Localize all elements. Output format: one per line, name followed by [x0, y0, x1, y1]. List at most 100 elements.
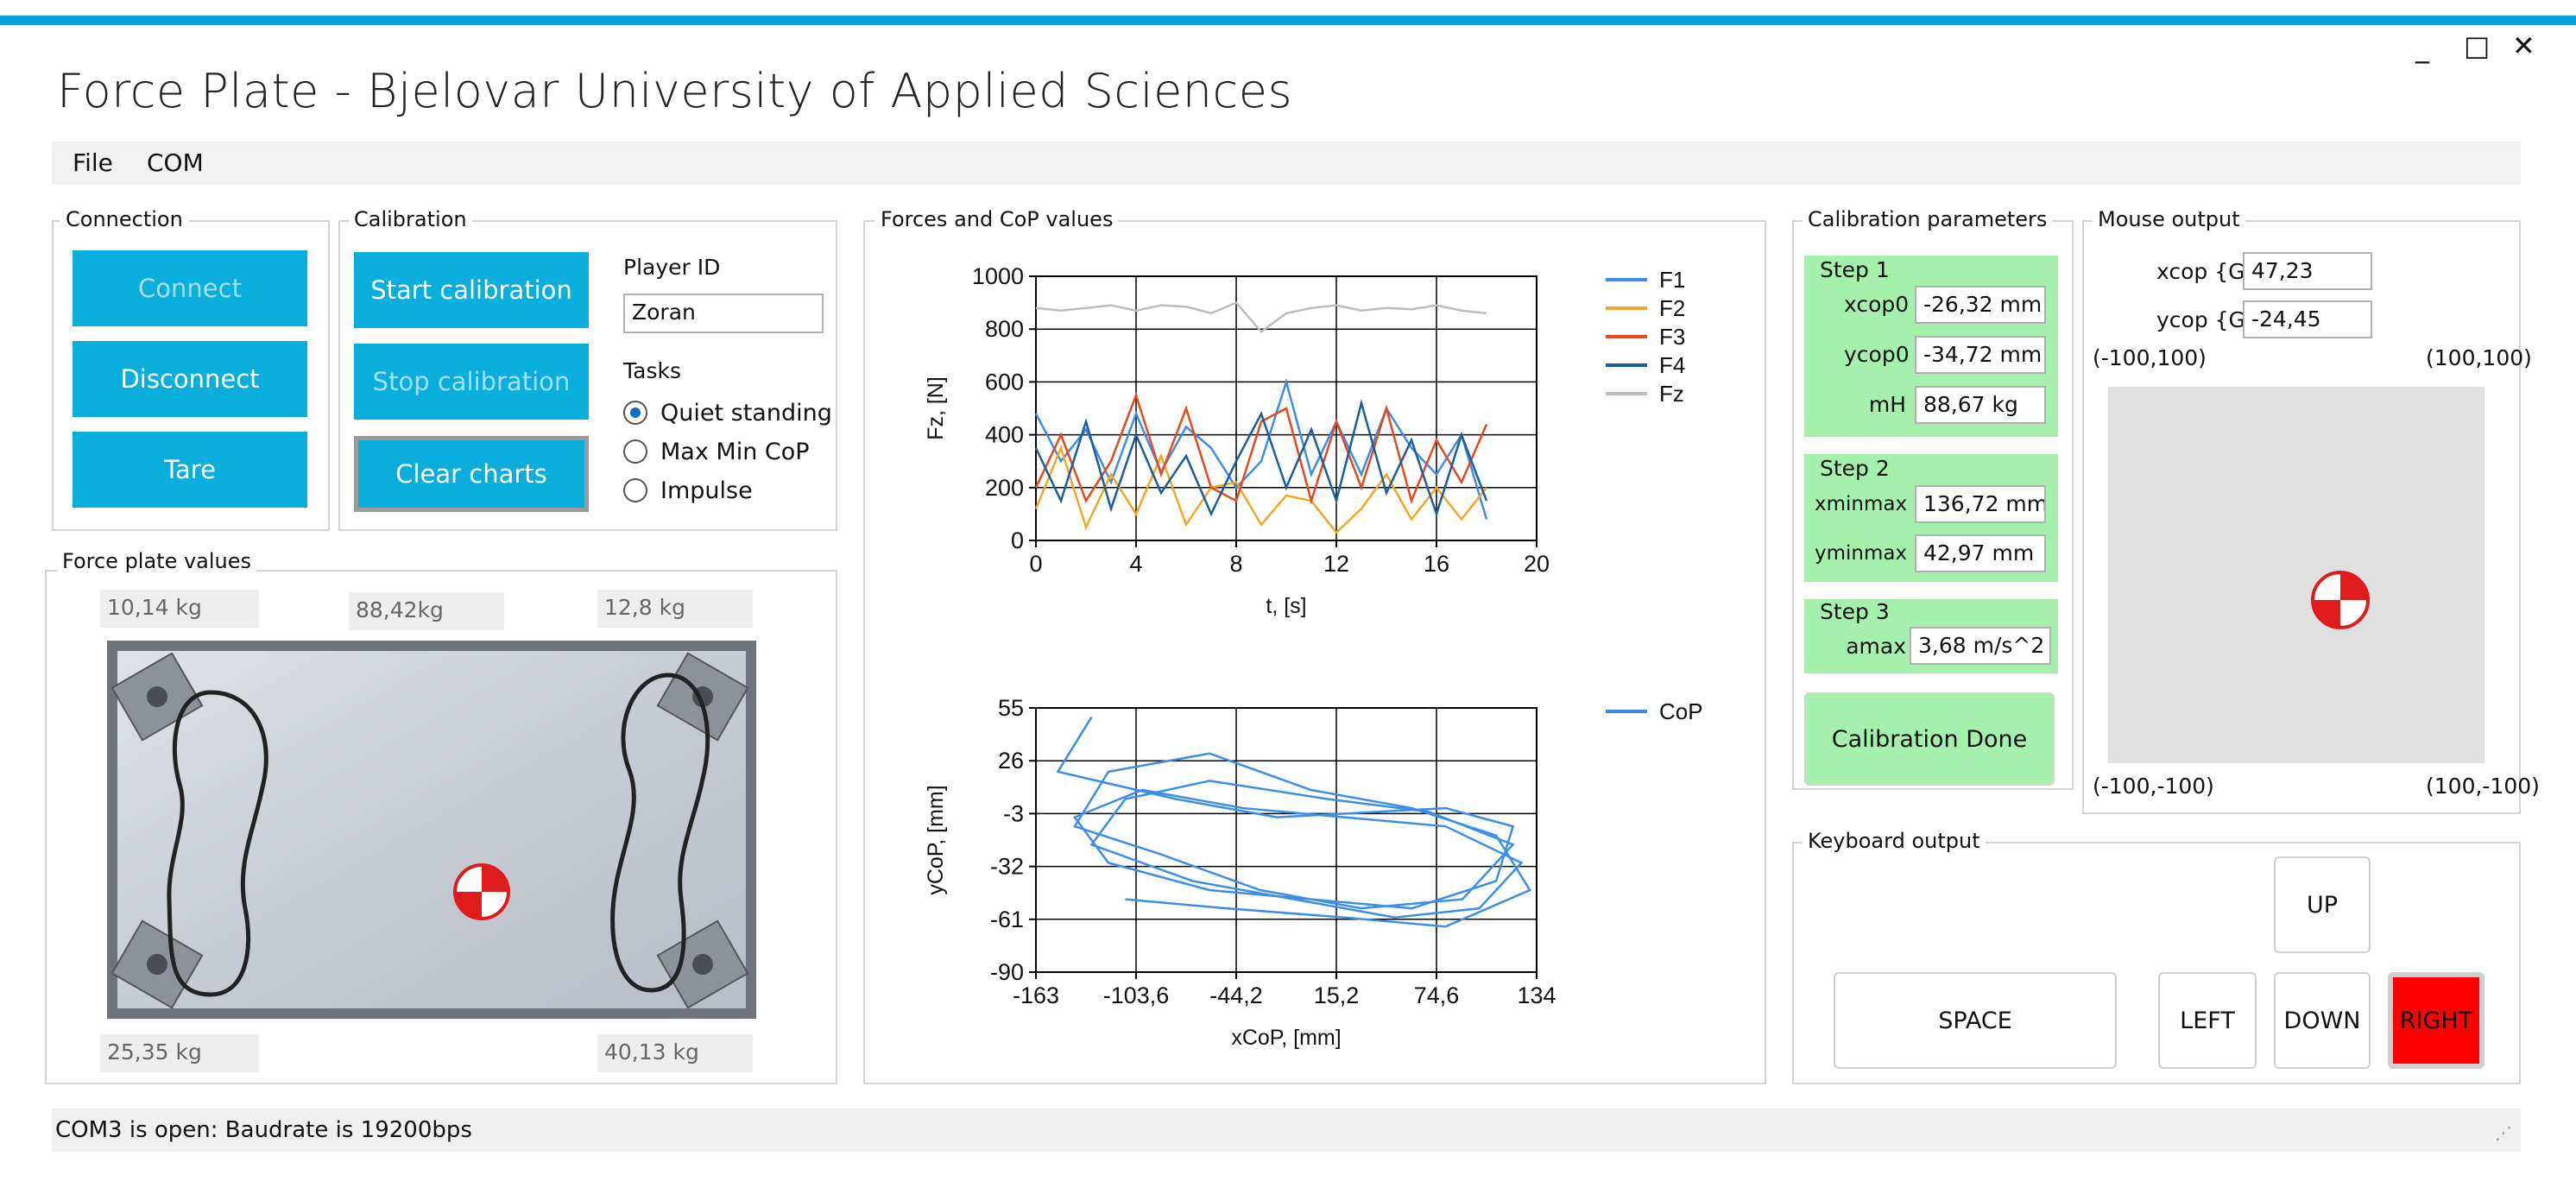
- calibration-label: Calibration: [349, 207, 472, 231]
- calibration-done-button[interactable]: Calibration Done: [1804, 692, 2055, 786]
- c1-ytick-label: 0: [1011, 528, 1024, 553]
- plate-value-top-center: 88,42kg: [349, 592, 504, 630]
- c1-legend-label-fz: Fz: [1659, 381, 1684, 407]
- radio-max-min-cop[interactable]: [623, 439, 647, 464]
- forces-cop-label: Forces and CoP values: [875, 207, 1119, 231]
- calibration-parameters-label: Calibration parameters: [1803, 207, 2053, 231]
- disconnect-button[interactable]: Disconnect: [73, 341, 307, 417]
- calibration-group: [338, 220, 837, 531]
- xminmax-field[interactable]: 136,72 mm: [1915, 485, 2046, 523]
- c2-xtick-label: -163: [1013, 982, 1059, 1008]
- force-plate-label: Force plate values: [57, 549, 257, 573]
- c1-series-f1: [1034, 377, 1488, 520]
- cop-chart-ylabel: yCoP, [mm]: [924, 785, 948, 894]
- xcop-g-label: xcop {G}: [2156, 259, 2259, 284]
- xcop0-field[interactable]: -26,32 mm: [1915, 286, 2046, 324]
- c1-ytick-label: 200: [985, 475, 1024, 501]
- tasks-label: Tasks: [623, 358, 681, 383]
- step2-label: Step 2: [1820, 456, 1890, 481]
- c1-ytick-label: 600: [985, 369, 1024, 395]
- c1-series-f3: [1034, 391, 1488, 505]
- plate-value-bottom-right: 40,13 kg: [597, 1034, 753, 1072]
- forces-cop-group: [863, 220, 1766, 1084]
- radio-impulse[interactable]: [623, 478, 647, 502]
- radio-max-min-cop-label[interactable]: Max Min CoP: [660, 439, 810, 465]
- resize-grip-icon[interactable]: ⋰: [2495, 1124, 2512, 1143]
- c2-xtick-label: -44,2: [1209, 982, 1263, 1008]
- maximize-button[interactable]: □: [2464, 29, 2491, 62]
- amax-label: amax: [1846, 634, 1906, 659]
- cop-chart-xlabel: xCoP, [mm]: [1231, 1026, 1341, 1050]
- status-text: COM3 is open: Baudrate is 19200bps: [55, 1117, 472, 1143]
- mh-field[interactable]: 88,67 kg: [1915, 386, 2046, 424]
- plate-cop-marker: [453, 863, 510, 920]
- corner-bottom-right: (100,-100): [2426, 774, 2540, 799]
- c2-ytick-label: 55: [998, 695, 1024, 721]
- radio-quiet-standing[interactable]: [623, 401, 647, 425]
- start-calibration-button[interactable]: Start calibration: [354, 252, 589, 328]
- plate-value-bottom-left: 25,35 kg: [100, 1034, 259, 1072]
- mouse-cop-marker: [2311, 571, 2370, 629]
- window-title: Force Plate - Bjelovar University of App…: [57, 64, 1293, 118]
- up-key-button[interactable]: UP: [2274, 856, 2371, 953]
- c1-xtick-label: 0: [1029, 551, 1042, 577]
- stop-calibration-button[interactable]: Stop calibration: [354, 344, 589, 420]
- step3-label: Step 3: [1820, 599, 1890, 624]
- c1-ytick-label: 400: [985, 422, 1024, 448]
- left-key-button[interactable]: LEFT: [2158, 972, 2257, 1069]
- menu-file[interactable]: File: [73, 148, 113, 177]
- step1-label: Step 1: [1820, 257, 1890, 282]
- c2-xtick-label: 134: [1517, 982, 1556, 1008]
- force-plate-group: [45, 570, 837, 1084]
- clear-charts-button[interactable]: Clear charts: [354, 436, 589, 512]
- c2-ytick-label: -90: [990, 959, 1024, 985]
- space-key-button[interactable]: SPACE: [1834, 972, 2117, 1069]
- c1-legend-label-f1: F1: [1659, 267, 1685, 293]
- ycop0-field[interactable]: -34,72 mm: [1915, 336, 2046, 374]
- xcop-g-field[interactable]: 47,23: [2243, 252, 2372, 290]
- c1-xtick-label: 8: [1229, 551, 1242, 577]
- xcop0-label: xcop0: [1844, 292, 1910, 317]
- c2-xtick-label: -103,6: [1103, 982, 1170, 1008]
- mh-label: mH: [1868, 392, 1906, 417]
- radio-impulse-label[interactable]: Impulse: [660, 477, 753, 504]
- down-key-button[interactable]: DOWN: [2274, 972, 2371, 1069]
- minimize-button[interactable]: _: [2415, 31, 2429, 64]
- keyboard-output-group: [1792, 842, 2521, 1084]
- status-bar: [52, 1109, 2521, 1152]
- c1-ytick-label: 1000: [972, 263, 1024, 289]
- mouse-output-area[interactable]: [2108, 387, 2484, 763]
- ycop-g-label: ycop {G}: [2156, 307, 2259, 332]
- menu-bar: [52, 142, 2521, 185]
- amax-field[interactable]: 3,68 m/s^2: [1910, 627, 2051, 665]
- c1-legend-label-f4: F4: [1659, 352, 1685, 378]
- connection-label: Connection: [60, 207, 188, 231]
- c2-xtick-label: 15,2: [1314, 982, 1360, 1008]
- connect-button[interactable]: Connect: [73, 250, 307, 326]
- c2-plot-area: [1035, 707, 1537, 973]
- force-chart-xlabel: t, [s]: [1266, 594, 1306, 618]
- c1-series-fz: [1035, 301, 1487, 333]
- player-id-label: Player ID: [623, 255, 721, 280]
- plate-value-top-right: 12,8 kg: [597, 590, 753, 628]
- c1-xtick-label: 4: [1129, 551, 1142, 577]
- yminmax-field[interactable]: 42,97 mm: [1915, 534, 2046, 572]
- c1-series-f2: [1034, 445, 1487, 534]
- c2-ytick-label: -32: [990, 854, 1024, 880]
- player-id-input[interactable]: Zoran: [623, 294, 824, 333]
- c2-ytick-label: 26: [998, 748, 1024, 774]
- tare-button[interactable]: Tare: [73, 432, 307, 508]
- c2-legend-label-cop: CoP: [1659, 698, 1703, 724]
- menu-com[interactable]: COM: [147, 148, 204, 177]
- c2-ytick-label: -61: [990, 907, 1024, 932]
- ycop0-label: ycop0: [1844, 342, 1910, 367]
- c1-legend-label-f3: F3: [1659, 324, 1685, 350]
- corner-bottom-left: (-100,-100): [2093, 774, 2214, 799]
- right-key-button[interactable]: RIGHT: [2388, 972, 2484, 1069]
- radio-quiet-standing-label[interactable]: Quiet standing: [660, 400, 832, 426]
- keyboard-output-label: Keyboard output: [1803, 829, 1986, 853]
- ycop-g-field[interactable]: -24,45: [2243, 300, 2372, 338]
- close-button[interactable]: ✕: [2512, 29, 2535, 62]
- force-plate-image: [107, 641, 756, 1019]
- connection-group: [52, 220, 330, 531]
